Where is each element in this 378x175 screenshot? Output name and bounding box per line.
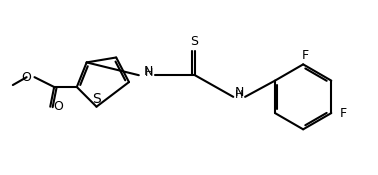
- Text: F: F: [302, 49, 309, 62]
- Text: F: F: [339, 107, 347, 120]
- Text: O: O: [53, 100, 63, 113]
- Text: O: O: [22, 71, 31, 84]
- Text: N: N: [234, 86, 244, 99]
- Text: H: H: [144, 68, 153, 78]
- Text: S: S: [190, 35, 198, 48]
- Text: S: S: [92, 92, 101, 106]
- Text: H: H: [235, 90, 243, 100]
- Text: N: N: [144, 65, 153, 78]
